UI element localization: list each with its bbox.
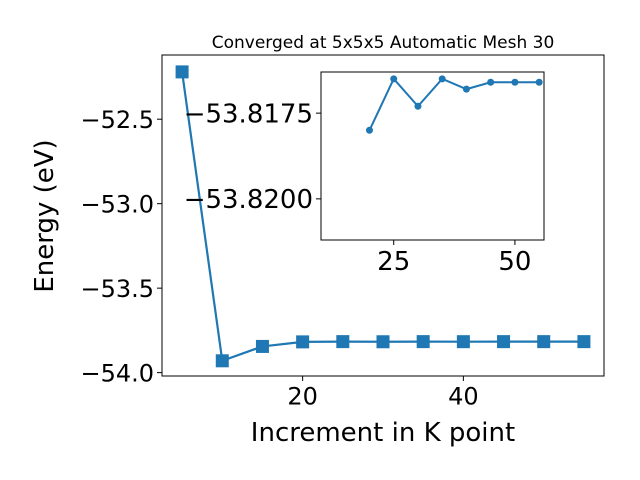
- inset-plot-frame: [320, 71, 545, 241]
- y-axis-label: Energy (eV): [30, 139, 60, 292]
- main-x-tick-label: 40: [448, 382, 479, 410]
- main-data-point: [376, 335, 390, 349]
- main-data-point: [577, 335, 591, 349]
- inset-data-point: [365, 126, 373, 134]
- main-y-tick-label: −53.0: [80, 190, 154, 218]
- main-y-tick-label: −52.5: [80, 106, 154, 134]
- main-data-point: [456, 335, 470, 349]
- inset-x-tick-label: 50: [498, 247, 531, 277]
- main-data-point: [215, 354, 229, 368]
- main-data-point: [296, 335, 310, 349]
- inset-y-tick-label: −53.8200: [184, 185, 313, 215]
- main-data-point: [537, 335, 551, 349]
- inset-x-tick-label: 25: [377, 247, 410, 277]
- main-series: [175, 65, 591, 368]
- inset-data-point: [511, 78, 519, 86]
- main-data-point: [255, 339, 269, 353]
- main-y-tick-label: −54.0: [80, 359, 154, 387]
- inset-y-tick-label: −53.8175: [184, 100, 313, 130]
- main-data-point: [497, 335, 511, 349]
- inset-data-point: [462, 85, 470, 93]
- inset-data-point: [535, 78, 543, 86]
- inset-series-line: [368, 77, 540, 131]
- main-data-point: [336, 335, 350, 349]
- main-data-point: [175, 65, 189, 79]
- main-y-tick-label: −53.5: [80, 275, 154, 303]
- main-data-point: [416, 335, 430, 349]
- chart-title: Converged at 5x5x5 Automatic Mesh 30: [212, 33, 555, 53]
- inset-data-point: [487, 78, 495, 86]
- inset-series: [365, 75, 543, 134]
- main-ticks: 20 40 −54.0 −53.5 −53.0 −52.5: [80, 106, 478, 411]
- inset-data-point: [414, 102, 422, 110]
- main-x-tick-label: 20: [287, 382, 318, 410]
- x-axis-label: Increment in K point: [251, 418, 515, 448]
- inset-data-point: [438, 75, 446, 83]
- inset-ticks: 25 50 −53.8200 −53.8175: [184, 100, 532, 278]
- inset-data-point: [390, 75, 398, 83]
